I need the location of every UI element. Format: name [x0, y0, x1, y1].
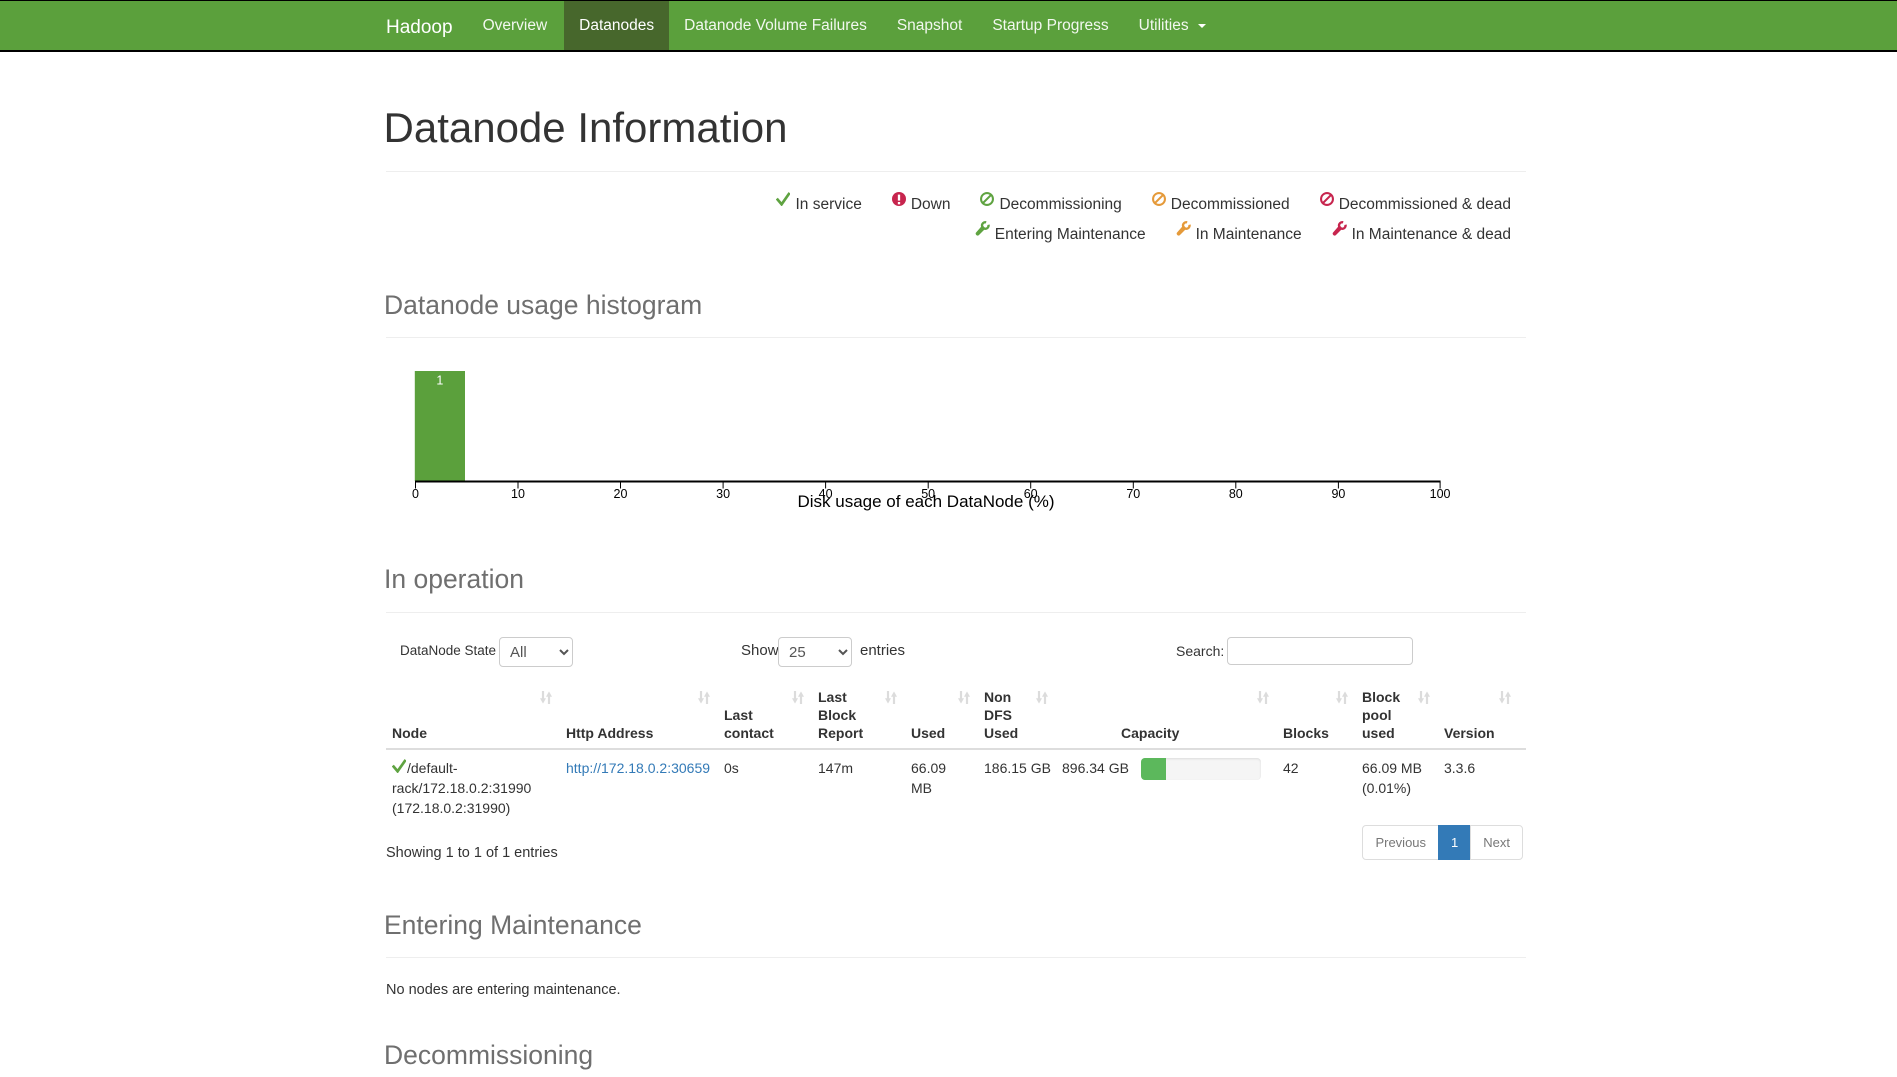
svg-text:50: 50 [921, 487, 935, 501]
svg-text:0: 0 [412, 487, 419, 501]
svg-text:100: 100 [1430, 487, 1451, 501]
svg-text:40: 40 [819, 487, 833, 501]
svg-text:90: 90 [1331, 487, 1345, 501]
svg-text:1: 1 [436, 374, 443, 388]
svg-text:30: 30 [716, 487, 730, 501]
svg-text:60: 60 [1024, 487, 1038, 501]
svg-text:80: 80 [1229, 487, 1243, 501]
svg-text:Disk usage of each DataNode (%: Disk usage of each DataNode (%) [797, 492, 1054, 511]
svg-text:10: 10 [511, 487, 525, 501]
svg-text:20: 20 [614, 487, 628, 501]
svg-text:70: 70 [1126, 487, 1140, 501]
